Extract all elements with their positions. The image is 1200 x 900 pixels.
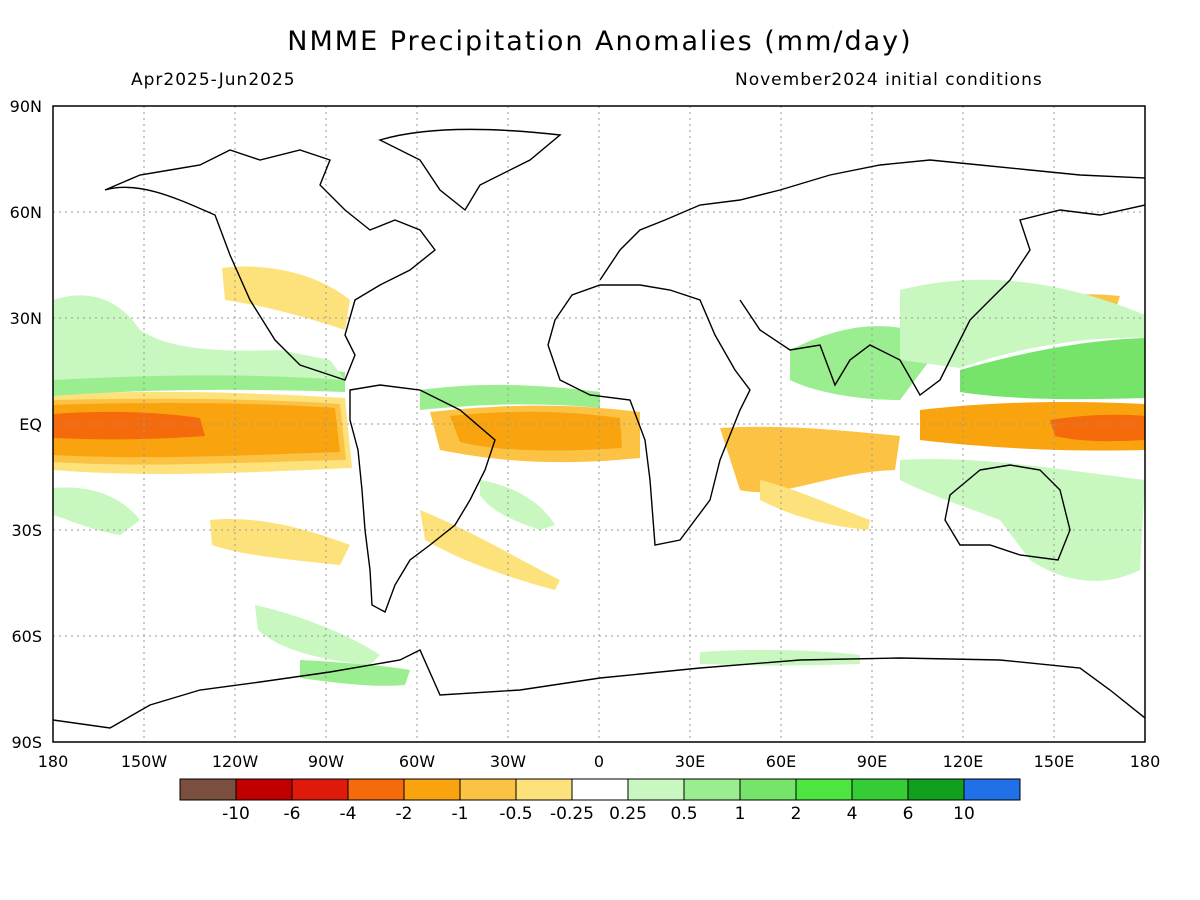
lon-label: 150E xyxy=(1034,752,1075,771)
anomaly-shading xyxy=(53,266,1145,686)
colorbar-label: 0.5 xyxy=(670,804,697,824)
lon-label: 90W xyxy=(308,752,344,771)
wet-australia xyxy=(900,459,1145,581)
forecast-period: Apr2025-Jun2025 xyxy=(131,70,296,90)
lon-label: 30E xyxy=(675,752,705,771)
coast-north-america xyxy=(104,149,436,381)
coast-asia xyxy=(739,204,1145,397)
lon-label: 60W xyxy=(399,752,435,771)
colorbar-swatch xyxy=(739,778,797,801)
colorbar-swatch xyxy=(347,778,405,801)
latitude-labels: 90N 60N 30N EQ 30S 60S 90S xyxy=(10,97,42,752)
dry-southern-us xyxy=(222,266,350,330)
colorbar-label: 4 xyxy=(847,804,858,824)
colorbar-swatch xyxy=(403,778,461,801)
wet-south-pacific-west xyxy=(53,487,140,535)
lat-label: 90N xyxy=(10,97,42,116)
colorbar-labels: -10 -6 -4 -2 -1 -0.5 -0.25 0.25 0.5 1 2 4 6 10 xyxy=(222,804,975,824)
coast-australia xyxy=(944,464,1071,561)
wet-atlantic-itcz xyxy=(420,384,600,410)
lon-label: 0 xyxy=(594,752,604,771)
colorbar-swatch xyxy=(683,778,741,801)
lon-label: 150W xyxy=(121,752,168,771)
lon-label: 60E xyxy=(766,752,796,771)
colorbar-swatch xyxy=(179,778,237,801)
lat-label: 60S xyxy=(11,627,42,646)
dry-indian-ocean xyxy=(720,426,900,493)
wet-south-atlantic xyxy=(480,480,555,530)
wet-north-pacific-light xyxy=(900,279,1145,368)
lat-label: 30S xyxy=(11,521,42,540)
dry-core-pacific xyxy=(53,411,205,440)
colorbar-label: 0.25 xyxy=(609,804,647,824)
dry-core-atlantic xyxy=(450,411,622,451)
lat-label: 90S xyxy=(11,733,42,752)
dry-south-indian xyxy=(760,480,870,530)
colorbar-label: -4 xyxy=(340,804,357,824)
wet-indian-monsoon xyxy=(790,326,930,400)
coast-greenland xyxy=(378,128,562,212)
colorbar-label: 10 xyxy=(953,804,975,824)
colorbar-swatch xyxy=(571,778,629,801)
dry-core-west-pacific xyxy=(1050,414,1145,442)
coast-antarctica xyxy=(53,649,1145,729)
coast-south-america xyxy=(349,384,496,613)
wet-east-pacific xyxy=(53,295,345,380)
colorbar-swatch xyxy=(907,778,965,801)
colorbar-swatch xyxy=(795,778,853,801)
lon-label: 180 xyxy=(1130,752,1161,771)
lon-label: 120W xyxy=(212,752,259,771)
wet-north-pacific-band xyxy=(960,338,1145,400)
lat-label: EQ xyxy=(19,415,42,434)
colorbar-swatch xyxy=(235,778,293,801)
initial-conditions: November2024 initial conditions xyxy=(735,70,1043,90)
colorbar-label: -6 xyxy=(284,804,301,824)
lon-label: 120E xyxy=(943,752,984,771)
coast-europe-africa xyxy=(547,159,1145,546)
colorbar-swatch xyxy=(627,778,685,801)
lon-label: 90E xyxy=(857,752,887,771)
colorbar-label: 6 xyxy=(903,804,914,824)
map-title: NMME Precipitation Anomalies (mm/day) xyxy=(287,26,913,57)
longitude-labels: 180 150W 120W 90W 60W 30W 0 30E 60E 90E 120E 150E 18… xyxy=(38,752,1161,771)
colorbar-label: -10 xyxy=(222,804,250,824)
graticule xyxy=(53,106,1145,742)
map-frame xyxy=(52,105,1146,743)
dry-south-pacific xyxy=(210,519,350,565)
colorbar-swatch xyxy=(515,778,573,801)
lat-label: 60N xyxy=(10,203,42,222)
colorbar-label: -0.5 xyxy=(499,804,532,824)
colorbar-swatch xyxy=(291,778,349,801)
lon-label: 30W xyxy=(490,752,526,771)
colorbar-label: -0.25 xyxy=(550,804,594,824)
lat-label: 30N xyxy=(10,309,42,328)
wet-antarctic-east xyxy=(700,649,860,666)
colorbar-swatch xyxy=(459,778,517,801)
colorbar-label: 1 xyxy=(735,804,746,824)
colorbar-label: 2 xyxy=(791,804,802,824)
colorbar-swatch xyxy=(851,778,909,801)
colorbar-label: -2 xyxy=(396,804,413,824)
colorbar-label: -1 xyxy=(452,804,469,824)
wet-antarctic-peninsula xyxy=(300,660,410,686)
colorbar xyxy=(179,778,1021,801)
wet-southern-ocean xyxy=(255,605,380,665)
lon-label: 180 xyxy=(38,752,69,771)
coastlines xyxy=(53,128,1145,729)
colorbar-swatch xyxy=(963,778,1021,801)
